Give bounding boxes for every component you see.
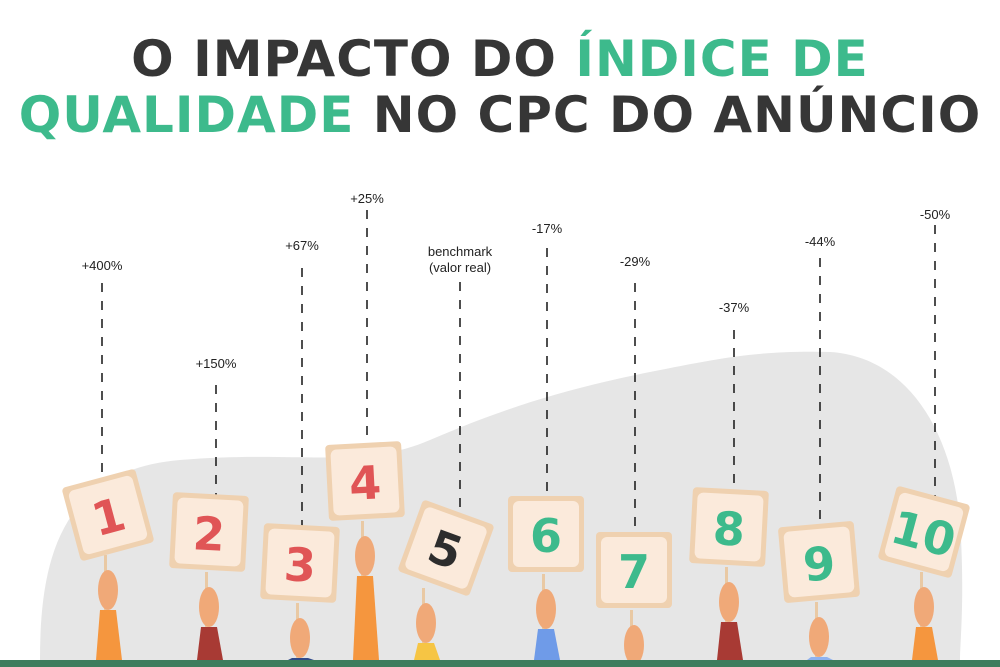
sign-face — [265, 528, 335, 598]
hand — [416, 603, 436, 643]
arm-sleeve — [96, 610, 122, 660]
score-label: +67% — [285, 238, 319, 253]
sign-number: 8 — [711, 501, 746, 557]
score-sign-10: 10 — [878, 486, 970, 578]
arm-sleeve — [288, 658, 314, 660]
arm-sleeve — [534, 629, 560, 660]
score-label: -37% — [719, 300, 750, 315]
title-green-part: QUALIDADE — [18, 86, 355, 144]
title-green-part: ÍNDICE DE — [575, 30, 869, 88]
score-label: +150% — [196, 356, 237, 371]
baseline-bar — [0, 660, 1000, 667]
hand — [199, 587, 219, 627]
title-line-1: O IMPACTO DO ÍNDICE DE — [0, 30, 1000, 88]
sign-number: 4 — [348, 455, 383, 511]
score-label-sub: (valor real) — [429, 260, 491, 275]
score-sign-7: 7 — [596, 532, 672, 608]
arm-sleeve — [197, 627, 223, 660]
arm-sleeve — [717, 622, 743, 660]
hand — [98, 570, 118, 610]
arm-sleeve — [414, 643, 440, 660]
sign-face — [601, 537, 667, 603]
title-line-2: QUALIDADE NO CPC DO ANÚNCIO — [0, 86, 1000, 144]
arm-sleeve — [912, 627, 938, 660]
score-label: benchmark — [428, 244, 493, 259]
sign-face — [694, 492, 764, 562]
sign-face — [513, 501, 579, 567]
hand — [536, 589, 556, 629]
sign-number: 3 — [282, 537, 317, 593]
score-sign-4: 4 — [325, 441, 405, 521]
score-sign-6: 6 — [508, 496, 584, 572]
score-sign-9: 9 — [778, 521, 860, 603]
hand — [624, 625, 644, 665]
score-label: +25% — [350, 191, 384, 206]
score-label: -29% — [620, 254, 651, 269]
hand — [290, 618, 310, 658]
sign-number: 6 — [530, 509, 562, 563]
sign-face — [783, 526, 855, 598]
sign-number: 9 — [801, 536, 838, 593]
arm-sleeve — [353, 576, 379, 660]
sign-face — [174, 497, 244, 567]
score-sign-2: 2 — [169, 492, 249, 572]
score-sign-8: 8 — [689, 487, 769, 567]
score-label: -50% — [920, 207, 951, 222]
title-dark-part: O IMPACTO DO — [131, 30, 557, 88]
arm-sleeve — [807, 657, 833, 660]
title-dark-part: NO CPC DO ANÚNCIO — [372, 86, 982, 144]
sign-number: 2 — [191, 506, 226, 562]
sign-face — [330, 446, 400, 516]
hand — [355, 536, 375, 576]
hand — [809, 617, 829, 657]
score-label: -17% — [532, 221, 563, 236]
score-label: +400% — [82, 258, 123, 273]
score-sign-3: 3 — [260, 523, 340, 603]
score-sign-1: 1 — [62, 469, 154, 561]
score-label: -44% — [805, 234, 836, 249]
sign-face — [405, 507, 487, 589]
sign-face — [884, 492, 964, 572]
hand — [719, 582, 739, 622]
sign-face — [68, 475, 148, 555]
sign-number: 7 — [618, 545, 650, 599]
score-sign-5: 5 — [398, 500, 494, 596]
hand — [914, 587, 934, 627]
